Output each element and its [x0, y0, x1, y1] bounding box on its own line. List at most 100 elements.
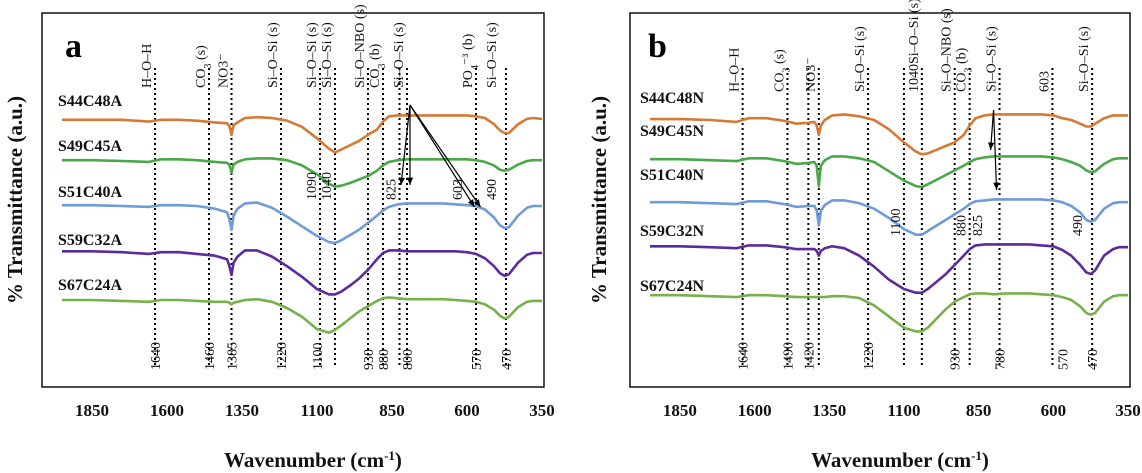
series-line	[62, 201, 542, 245]
band-annotation: 1220	[862, 342, 877, 370]
band-annotation: 470	[500, 349, 515, 370]
band-annotation: Si–O–NBO (s)	[940, 8, 955, 92]
series-line	[650, 155, 1128, 189]
band-annotation: CO3 (s)	[194, 45, 214, 88]
band-annotation: 780	[994, 349, 1009, 370]
band-annotation: 570	[470, 349, 485, 370]
band-annotation: 1220	[275, 342, 290, 370]
arrowhead	[988, 142, 995, 150]
band-annotation: 1040	[320, 172, 335, 200]
annotation-arrow	[992, 109, 998, 191]
series-line	[650, 198, 1128, 236]
band-annotation: Si–O–Si (s)	[985, 26, 1000, 92]
annotation-arrow	[400, 104, 411, 186]
sample-label: S67C24A	[58, 277, 122, 294]
arrowhead	[993, 182, 1000, 190]
band-annotation: 1090	[305, 172, 320, 200]
series-line	[62, 249, 542, 296]
band-annotation: 1460	[203, 342, 218, 370]
panel-a: a S44C48A S49C45A S51C40A S59C32A S67C24A H–O–…	[3, 4, 555, 472]
x-tick-label: 1600	[738, 401, 772, 420]
annotation-arrow	[409, 104, 481, 208]
y-axis-label: % Transmittance (a.u.)	[587, 96, 611, 304]
band-annotation: 570	[1056, 349, 1071, 370]
band-annotation: 603	[1037, 71, 1052, 92]
band-annotation: NO3⁻	[804, 57, 819, 92]
band-annotation: Si–O–NBO (s)	[353, 4, 368, 88]
series-line	[650, 243, 1128, 294]
band-annotation: Si–O–Si (s)	[853, 26, 868, 92]
band-annotation: 1420	[802, 342, 817, 370]
x-tick-label: 1600	[150, 401, 184, 420]
band-annotation: Si–O–Si (s)	[1077, 26, 1092, 92]
sample-label: S59C32A	[58, 232, 122, 249]
band-annotation: 1385	[226, 342, 241, 370]
band-annotation: 880	[377, 349, 392, 370]
sample-label: S44C48A	[58, 93, 122, 110]
band-annotation: Si–O–Si (s)	[305, 22, 320, 88]
band-annotation: Si–O–Si (s)	[485, 22, 500, 88]
x-tick-label: 1850	[663, 401, 697, 420]
arrowhead	[398, 177, 405, 185]
band-annotation: 1100	[889, 209, 904, 236]
band-annotation: 490	[1071, 215, 1086, 236]
x-tick-label: 850	[379, 401, 405, 420]
sample-label: S51C40N	[640, 167, 704, 184]
band-annotation: Si–O–Si (s)	[320, 22, 335, 88]
band-annotation: Si–O–Si (s)	[392, 22, 407, 88]
y-axis-label: % Transmittance (a.u.)	[3, 96, 27, 304]
sample-label: S49C45N	[640, 123, 704, 140]
band-annotation: 1640	[737, 342, 752, 370]
x-tick-label: 600	[1041, 401, 1067, 420]
band-annotation: 825	[971, 215, 986, 236]
band-annotation: Si–O–Si (s)	[266, 22, 281, 88]
band-annotation: CO3 (s)	[772, 49, 792, 92]
x-tick-label: 350	[1115, 401, 1141, 420]
series-line	[650, 292, 1128, 333]
series-line	[650, 113, 1128, 156]
sample-label: S67C24N	[640, 278, 704, 295]
arrowhead	[467, 199, 475, 207]
panel-b: b S44C48N S49C45N S51C40N S59C32N S67C24N H–O–…	[587, 0, 1141, 472]
band-annotation: 1040Si–O–Si (s)	[907, 0, 922, 92]
x-tick-label: 350	[529, 401, 555, 420]
sample-label: S49C45A	[58, 138, 122, 155]
series-line	[62, 157, 542, 188]
x-axis-label: Wavenumber (cm-1)	[811, 448, 989, 473]
x-tick-label: 1350	[225, 401, 259, 420]
band-annotation: 800	[401, 349, 416, 370]
sample-label: S51C40A	[58, 184, 122, 201]
sample-label: S59C32N	[640, 223, 704, 240]
x-tick-label: 850	[966, 401, 992, 420]
x-tick-label: 600	[454, 401, 480, 420]
band-annotation: 880	[955, 215, 970, 236]
band-annotation: 930	[949, 349, 964, 370]
band-annotation: 470	[1086, 349, 1101, 370]
arrowhead	[473, 199, 481, 207]
band-annotation: H–O–H	[728, 48, 743, 92]
band-annotation: 490	[485, 179, 500, 200]
band-annotation: 825	[385, 179, 400, 200]
x-tick-label: 1850	[75, 401, 109, 420]
x-tick-label: 1100	[300, 401, 333, 420]
band-annotation: PO4⁻³ (b)	[461, 33, 481, 88]
band-annotation: 1100	[311, 343, 326, 370]
annotation-arrow	[409, 104, 476, 208]
sample-label: S44C48N	[640, 90, 704, 107]
arrowhead	[406, 177, 414, 185]
series-line	[62, 296, 542, 334]
band-annotation: NO3⁻	[217, 53, 232, 88]
band-annotation: 1490	[781, 342, 796, 370]
band-annotation: 1640	[149, 342, 164, 370]
band-annotation: H–O–H	[140, 44, 155, 88]
band-annotation: CO3 (b)	[368, 43, 388, 88]
band-annotation: 930	[362, 349, 377, 370]
series-line	[62, 114, 543, 154]
band-annotation: CO3 (b)	[955, 47, 975, 92]
plot-frame	[41, 12, 545, 388]
panel-letter: b	[648, 28, 667, 65]
x-axis-label: Wavenumber (cm-1)	[224, 448, 402, 473]
plot-frame	[629, 12, 1131, 388]
x-tick-label: 1100	[887, 401, 920, 420]
